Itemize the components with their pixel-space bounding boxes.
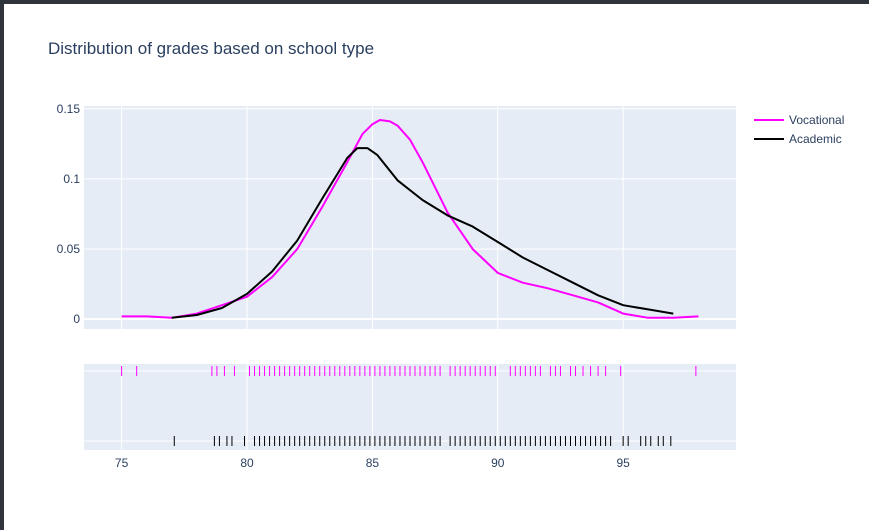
legend-label-vocational[interactable]: Vocational bbox=[789, 113, 844, 127]
rug-plot-area bbox=[84, 364, 736, 450]
x-tick-label: 85 bbox=[366, 456, 380, 470]
tick-labels: 75 80 85 90 95 0 0.05 0.1 0.15 bbox=[57, 102, 631, 470]
window-left-border bbox=[0, 0, 4, 530]
chart-title: Distribution of grades based on school t… bbox=[48, 39, 374, 58]
y-tick-label: 0.1 bbox=[63, 172, 80, 186]
window-top-border bbox=[0, 0, 869, 4]
legend[interactable]: Vocational Academic bbox=[754, 113, 844, 146]
x-tick-label: 95 bbox=[616, 456, 630, 470]
gridlines bbox=[84, 106, 736, 450]
y-tick-label: 0.15 bbox=[57, 102, 81, 116]
density-line-academic[interactable] bbox=[171, 147, 674, 319]
legend-label-academic[interactable]: Academic bbox=[789, 132, 842, 146]
x-tick-label: 90 bbox=[491, 456, 505, 470]
density-plot-area bbox=[84, 106, 736, 329]
y-tick-label: 0.05 bbox=[57, 242, 81, 256]
x-tick-label: 75 bbox=[115, 456, 129, 470]
density-lines bbox=[121, 119, 699, 319]
rug-marks bbox=[121, 366, 697, 446]
x-tick-label: 80 bbox=[240, 456, 254, 470]
y-tick-label: 0 bbox=[73, 312, 80, 326]
